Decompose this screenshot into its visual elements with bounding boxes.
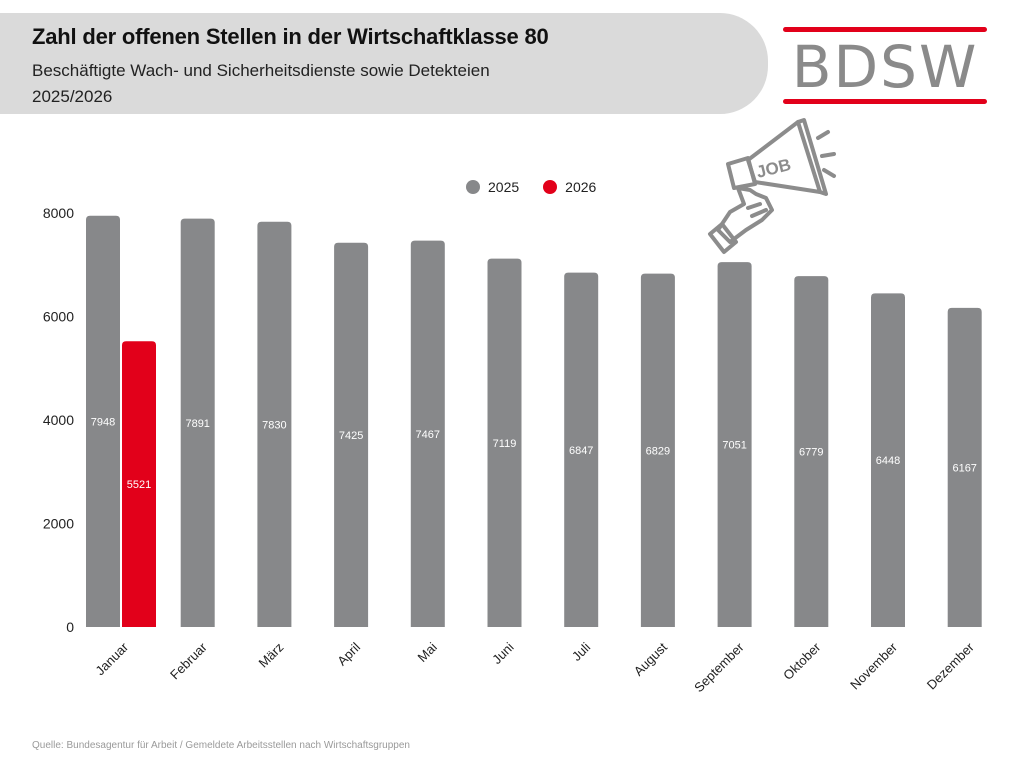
logo-text: BDSW (791, 33, 979, 101)
subtitle-line-2: 2025/2026 (32, 87, 113, 106)
legend-item-2025: 2025 (466, 179, 519, 195)
bar-2025-Februar (180, 218, 215, 627)
bar-2025-September (717, 262, 752, 627)
y-tick-label: 6000 (43, 309, 74, 325)
bar-2025-Januar (86, 215, 120, 628)
legend-label-2026: 2026 (565, 179, 597, 195)
data-label: 7119 (493, 438, 517, 450)
legend-dot-2026 (543, 180, 558, 194)
x-tick-label: Februar (167, 639, 210, 682)
x-tick-label: April (334, 639, 363, 668)
bdsw-logo: BDSW (783, 27, 988, 105)
x-tick-label: September (691, 639, 747, 695)
data-label: 7891 (185, 418, 209, 430)
bar-2025-August (640, 273, 675, 627)
bar-2025-Juni (487, 258, 522, 627)
bar-2026-Januar (122, 341, 156, 627)
y-tick-label: 4000 (43, 412, 74, 428)
logo-line-bottom (783, 99, 987, 104)
bar-2025-Oktober (794, 276, 829, 627)
data-label: 7830 (262, 419, 286, 431)
megaphone-hand-icon: JOB (708, 118, 836, 254)
subtitle-line-1: Beschäftigte Wach- und Sicherheitsdienst… (32, 61, 490, 80)
x-tick-label: Mai (414, 639, 439, 664)
legend-label-2025: 2025 (488, 179, 520, 195)
x-tick-label: November (847, 639, 900, 692)
data-label: 6829 (646, 445, 670, 457)
data-label: 7467 (416, 429, 440, 441)
bar-2025-Dezember (947, 307, 982, 627)
megaphone-handle-cap (726, 156, 757, 190)
logo-line-top (783, 27, 987, 32)
x-tick-label: Januar (92, 639, 131, 678)
chart-subtitle: Beschäftigte Wach- und Sicherheitsdienst… (32, 58, 490, 110)
y-tick-label: 8000 (43, 205, 74, 221)
data-label: 6779 (799, 447, 823, 459)
x-tick-label: Juni (489, 639, 517, 667)
data-label: 7425 (339, 430, 363, 442)
header-banner (0, 13, 768, 114)
bar-2025-November (871, 293, 905, 627)
y-tick-label: 0 (66, 619, 74, 635)
x-tick-label: März (255, 640, 286, 671)
data-label: 6847 (569, 445, 593, 457)
data-label: 6448 (876, 455, 900, 467)
data-label: 6167 (952, 462, 976, 474)
legend-item-2026: 2026 (543, 179, 596, 195)
chart-title: Zahl der offenen Stellen in der Wirtscha… (32, 24, 549, 49)
bar-2025-Juli (564, 272, 599, 627)
data-label: 5521 (127, 479, 151, 491)
bar-2025-Mai (410, 240, 445, 627)
megaphone-rim (796, 118, 828, 196)
x-tick-label: Dezember (924, 639, 977, 692)
x-tick-label: August (631, 639, 670, 678)
legend: 2025 2026 (466, 178, 620, 196)
x-tick-label: Juli (569, 639, 593, 663)
bar-2025-März (257, 221, 292, 628)
data-label: 7948 (91, 416, 115, 428)
bar-2025-April (334, 242, 369, 627)
x-tick-label: Oktober (780, 639, 824, 683)
y-tick-label: 2000 (43, 516, 74, 532)
cuff (708, 222, 738, 254)
hand (716, 186, 774, 244)
data-label: 7051 (722, 440, 746, 452)
legend-dot-2025 (466, 180, 480, 194)
source-note: Quelle: Bundesagentur für Arbeit / Gemel… (32, 740, 410, 751)
